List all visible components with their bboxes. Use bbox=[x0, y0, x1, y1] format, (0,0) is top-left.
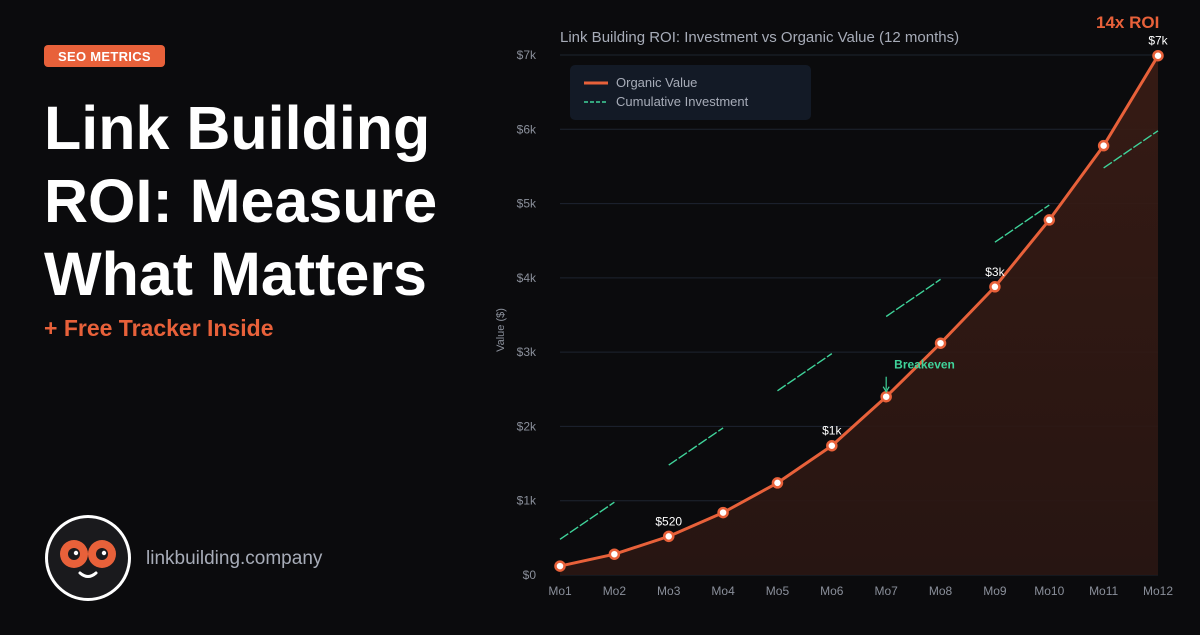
x-tick-label: Mo11 bbox=[1089, 584, 1118, 598]
y-tick-label: $1k bbox=[517, 494, 537, 508]
site-domain: linkbuilding.company bbox=[146, 548, 323, 569]
subline: + Free Tracker Inside bbox=[44, 315, 274, 341]
breakeven-label: Breakeven bbox=[894, 358, 955, 372]
headline-line-2: ROI: Measure bbox=[44, 167, 438, 235]
organic-value-point bbox=[771, 477, 784, 489]
breakeven-arrowhead bbox=[882, 386, 890, 393]
x-tick-label: Mo2 bbox=[603, 584, 627, 598]
chart-title: Link Building ROI: Investment vs Organic… bbox=[560, 29, 959, 46]
organic-value-area bbox=[560, 55, 1158, 575]
organic-value-line bbox=[559, 54, 1160, 568]
y-tick-label: $2k bbox=[517, 419, 537, 433]
x-tick-label: Mo10 bbox=[1034, 584, 1064, 598]
y-tick-label: $0 bbox=[523, 568, 537, 582]
investment-line-segment bbox=[777, 353, 833, 392]
organic-value-point bbox=[1152, 49, 1164, 62]
headline: Link Building ROI: Measure What Matters bbox=[44, 92, 494, 311]
y-tick-label: $6k bbox=[517, 122, 537, 136]
data-label: $3k bbox=[985, 265, 1005, 279]
y-tick-label: $5k bbox=[517, 197, 537, 211]
brand-logo bbox=[45, 515, 131, 601]
organic-value-point bbox=[554, 560, 566, 572]
x-tick-label: Mo4 bbox=[711, 584, 735, 598]
x-tick-label: Mo1 bbox=[548, 584, 572, 598]
investment-line-segment bbox=[559, 501, 615, 540]
organic-value-point bbox=[880, 390, 892, 403]
data-label: $7k bbox=[1148, 34, 1168, 48]
x-tick-label: Mo7 bbox=[875, 584, 899, 598]
x-tick-label: Mo5 bbox=[766, 584, 790, 598]
roi-chart: $0 $1k $2k $3k $4k $5k $6k $7k Mo1 Mo2 Mo3 Mo4 Mo5 Mo… bbox=[495, 13, 1173, 598]
x-tick-label: Mo12 bbox=[1143, 584, 1173, 598]
organic-value-point bbox=[934, 337, 947, 349]
y-tick-label: $3k bbox=[517, 345, 537, 359]
legend-label-investment: Cumulative Investment bbox=[616, 94, 749, 109]
data-label: $520 bbox=[655, 514, 682, 528]
headline-line-3: What Matters bbox=[44, 240, 427, 308]
x-tick-label: Mo8 bbox=[929, 584, 953, 598]
y-axis-label: Value ($) bbox=[495, 308, 507, 352]
legend-label-organic: Organic Value bbox=[616, 75, 697, 90]
x-tick-label: Mo9 bbox=[983, 584, 1007, 598]
x-tick-label: Mo6 bbox=[820, 584, 844, 598]
headline-line-1: Link Building bbox=[44, 94, 431, 162]
data-label: $1k bbox=[822, 424, 842, 438]
chart-area: $0 $1k $2k $3k $4k $5k $6k $7k Mo1 Mo2 Mo3 Mo4 Mo5 Mo… bbox=[480, 0, 1200, 630]
investment-line-segment bbox=[994, 204, 1050, 243]
organic-value-point bbox=[662, 530, 675, 543]
organic-value-point bbox=[717, 506, 729, 519]
y-tick-label: $7k bbox=[517, 48, 537, 62]
organic-value-point bbox=[1043, 214, 1056, 226]
organic-value-point bbox=[1097, 139, 1110, 152]
roi-annotation: 14x ROI bbox=[1096, 13, 1159, 32]
promo-panel: SEO METRICS Link Building ROI: Measure W… bbox=[0, 0, 500, 630]
legend: Organic Value Cumulative Investment bbox=[570, 65, 811, 120]
investment-line-segment bbox=[668, 427, 724, 466]
organic-value-point bbox=[826, 439, 838, 452]
organic-value-point bbox=[608, 548, 621, 560]
investment-line-segment bbox=[885, 278, 941, 318]
y-tick-label: $4k bbox=[517, 271, 537, 285]
organic-value-point bbox=[989, 281, 1001, 293]
investment-line-segment bbox=[1103, 130, 1159, 169]
x-tick-label: Mo3 bbox=[657, 584, 681, 598]
category-badge: SEO METRICS bbox=[44, 45, 165, 67]
